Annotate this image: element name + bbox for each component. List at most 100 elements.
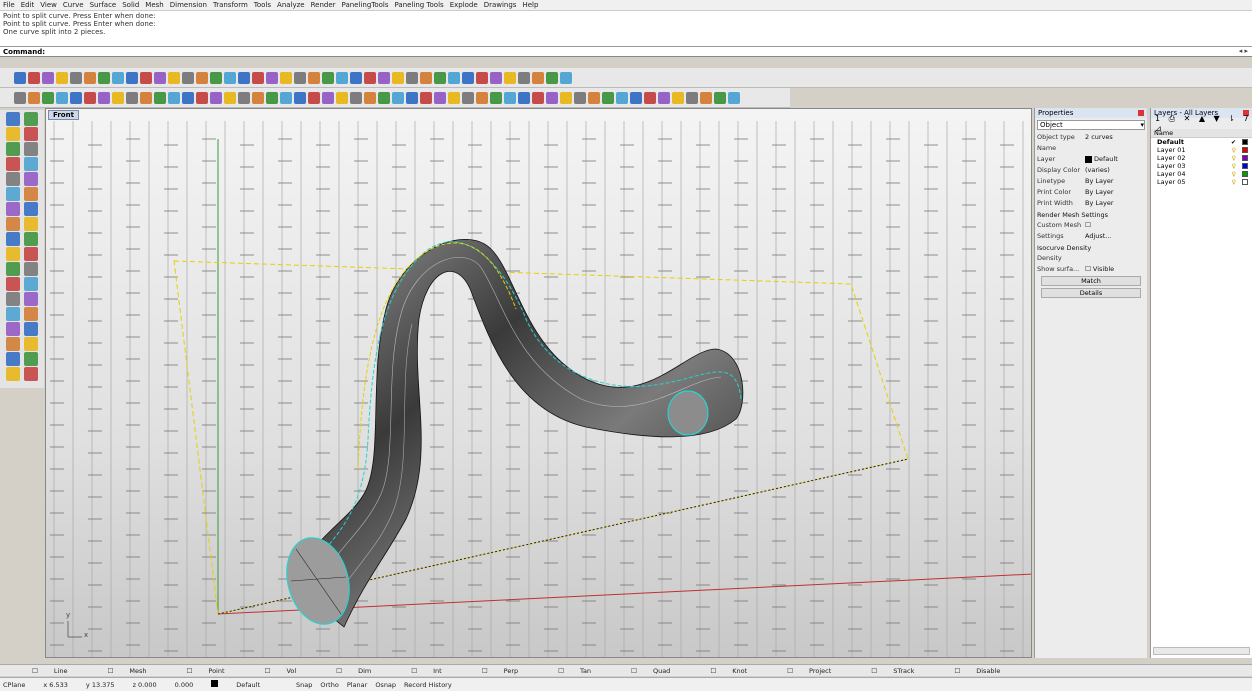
toolbar-tool-icon[interactable] <box>574 91 586 104</box>
chevron-down-icon[interactable]: ▾ <box>1140 121 1144 129</box>
toolbar-tool-icon[interactable] <box>448 91 460 104</box>
menu-item[interactable]: Solid <box>122 1 140 9</box>
menu-item[interactable]: Surface <box>89 1 117 9</box>
toolbar-tool-icon[interactable] <box>322 71 334 84</box>
toolbar-tool-icon[interactable] <box>434 71 446 84</box>
osnap-toggle[interactable]: ☐ Project <box>787 667 845 675</box>
status-mode-toggle[interactable]: Record History <box>404 680 452 689</box>
toolbar-tool-icon[interactable] <box>252 91 264 104</box>
toolbar-tool-icon[interactable] <box>686 91 698 104</box>
osnap-toggle[interactable]: ☐ Mesh <box>107 667 160 675</box>
checkbox-icon[interactable]: ☐ <box>264 666 273 675</box>
toolbar-tool-icon[interactable] <box>392 91 404 104</box>
toolbox-tool-icon[interactable] <box>24 172 38 186</box>
toolbar-tool-icon[interactable] <box>112 91 124 104</box>
layer-color-swatch[interactable] <box>1242 147 1248 153</box>
toolbox-tool-icon[interactable] <box>6 127 20 141</box>
properties-selector[interactable]: Object ▾ <box>1037 120 1145 130</box>
osnap-toggle[interactable]: ☐ Quad <box>631 667 684 675</box>
toolbar-tool-icon[interactable] <box>56 71 68 84</box>
toolbar-tool-icon[interactable] <box>182 91 194 104</box>
toolbar-tool-icon[interactable] <box>182 71 194 84</box>
checkbox-icon[interactable]: ☐ <box>186 666 195 675</box>
menu-item[interactable]: Explode <box>449 1 478 9</box>
toolbar-tool-icon[interactable] <box>532 71 544 84</box>
menu-item[interactable]: Render <box>310 1 336 9</box>
property-row[interactable]: Linetype By Layer <box>1037 176 1145 186</box>
property-value[interactable]: By Layer <box>1085 188 1145 196</box>
checkbox-icon[interactable]: ☐ <box>411 666 420 675</box>
toolbox-tool-icon[interactable] <box>6 247 20 261</box>
toolbar-tool-icon[interactable] <box>322 91 334 104</box>
visible-checkbox[interactable]: ☐ Visible <box>1085 265 1115 273</box>
bulb-icon[interactable]: ♀ <box>1231 146 1236 154</box>
toolbar-tool-icon[interactable] <box>126 71 138 84</box>
property-row[interactable]: Display Color (varies) <box>1037 165 1145 175</box>
menu-item[interactable]: File <box>3 1 15 9</box>
toolbox-tool-icon[interactable] <box>6 277 20 291</box>
toolbar-tool-icon[interactable] <box>266 91 278 104</box>
toolbar-tool-icon[interactable] <box>154 71 166 84</box>
toolbar-tool-icon[interactable] <box>70 71 82 84</box>
match-button[interactable]: Match <box>1041 276 1141 286</box>
toolbar-tool-icon[interactable] <box>14 71 26 84</box>
toolbox-tool-icon[interactable] <box>6 292 20 306</box>
toolbar-tool-icon[interactable] <box>224 91 236 104</box>
toolbar-tool-icon[interactable] <box>308 71 320 84</box>
toolbar-tool-icon[interactable] <box>252 71 264 84</box>
toolbar-tool-icon[interactable] <box>546 91 558 104</box>
toolbar-tool-icon[interactable] <box>518 91 530 104</box>
layer-color-swatch[interactable] <box>1242 163 1248 169</box>
toolbar-tool-icon[interactable] <box>126 91 138 104</box>
toolbar-tool-icon[interactable] <box>266 71 278 84</box>
close-icon[interactable] <box>1138 110 1144 116</box>
menu-item[interactable]: Drawings <box>483 1 517 9</box>
status-mode-toggle[interactable]: Planar <box>346 680 368 689</box>
checkbox-icon[interactable]: ☐ <box>954 666 963 675</box>
checkbox-icon[interactable]: ☐ <box>631 666 639 675</box>
toolbar-tool-icon[interactable] <box>518 71 530 84</box>
toolbox-tool-icon[interactable] <box>24 367 38 381</box>
menu-item[interactable]: View <box>40 1 57 9</box>
checkbox-icon[interactable]: ☐ <box>481 666 490 675</box>
menu-item[interactable]: Help <box>522 1 539 9</box>
toolbar-tool-icon[interactable] <box>658 91 670 104</box>
checkbox-icon[interactable]: ☐ <box>107 666 116 675</box>
checkbox-icon[interactable]: ☐ <box>558 666 567 675</box>
toolbar-tool-icon[interactable] <box>406 91 418 104</box>
checkbox-icon[interactable]: ☐ <box>336 666 345 675</box>
viewport-title[interactable]: Front <box>48 110 79 120</box>
toolbar-tool-icon[interactable] <box>476 71 488 84</box>
toolbar-tool-icon[interactable] <box>168 71 180 84</box>
toolbox-tool-icon[interactable] <box>24 112 38 126</box>
toolbar-tool-icon[interactable] <box>196 91 208 104</box>
toolbar-tool-icon[interactable] <box>420 71 432 84</box>
toolbar-tool-icon[interactable] <box>224 71 236 84</box>
toolbar-tool-icon[interactable] <box>364 91 376 104</box>
toolbox-tool-icon[interactable] <box>6 157 20 171</box>
osnap-toggle[interactable]: ☐ Perp <box>482 667 532 675</box>
toolbar-tool-icon[interactable] <box>630 91 642 104</box>
layer-color-swatch[interactable] <box>1242 179 1248 185</box>
toolbar-tool-icon[interactable] <box>434 91 446 104</box>
bulb-icon[interactable]: ♀ <box>1231 178 1236 186</box>
toolbar-tool-icon[interactable] <box>280 71 292 84</box>
toolbox-tool-icon[interactable] <box>6 352 20 366</box>
toolbar-tool-icon[interactable] <box>168 91 180 104</box>
toolbar-tool-icon[interactable] <box>616 91 628 104</box>
status-layer[interactable]: Default <box>211 680 278 689</box>
menu-item[interactable]: Mesh <box>145 1 164 9</box>
toolbar-tool-icon[interactable] <box>350 71 362 84</box>
bulb-icon[interactable]: ♀ <box>1231 162 1236 170</box>
toolbar-tool-icon[interactable] <box>532 91 544 104</box>
menu-item[interactable]: Tools <box>253 1 272 9</box>
menu-item[interactable]: Edit <box>20 1 35 9</box>
toolbar-tool-icon[interactable] <box>154 91 166 104</box>
toolbar-tool-icon[interactable] <box>42 91 54 104</box>
layer-row[interactable]: Layer 03 ♀ <box>1151 162 1252 170</box>
property-value[interactable]: Default <box>1085 155 1145 163</box>
toolbox-tool-icon[interactable] <box>6 322 20 336</box>
property-row[interactable]: Print Color By Layer <box>1037 187 1145 197</box>
toolbox-tool-icon[interactable] <box>24 322 38 336</box>
menu-item[interactable]: Paneling Tools <box>394 1 444 9</box>
